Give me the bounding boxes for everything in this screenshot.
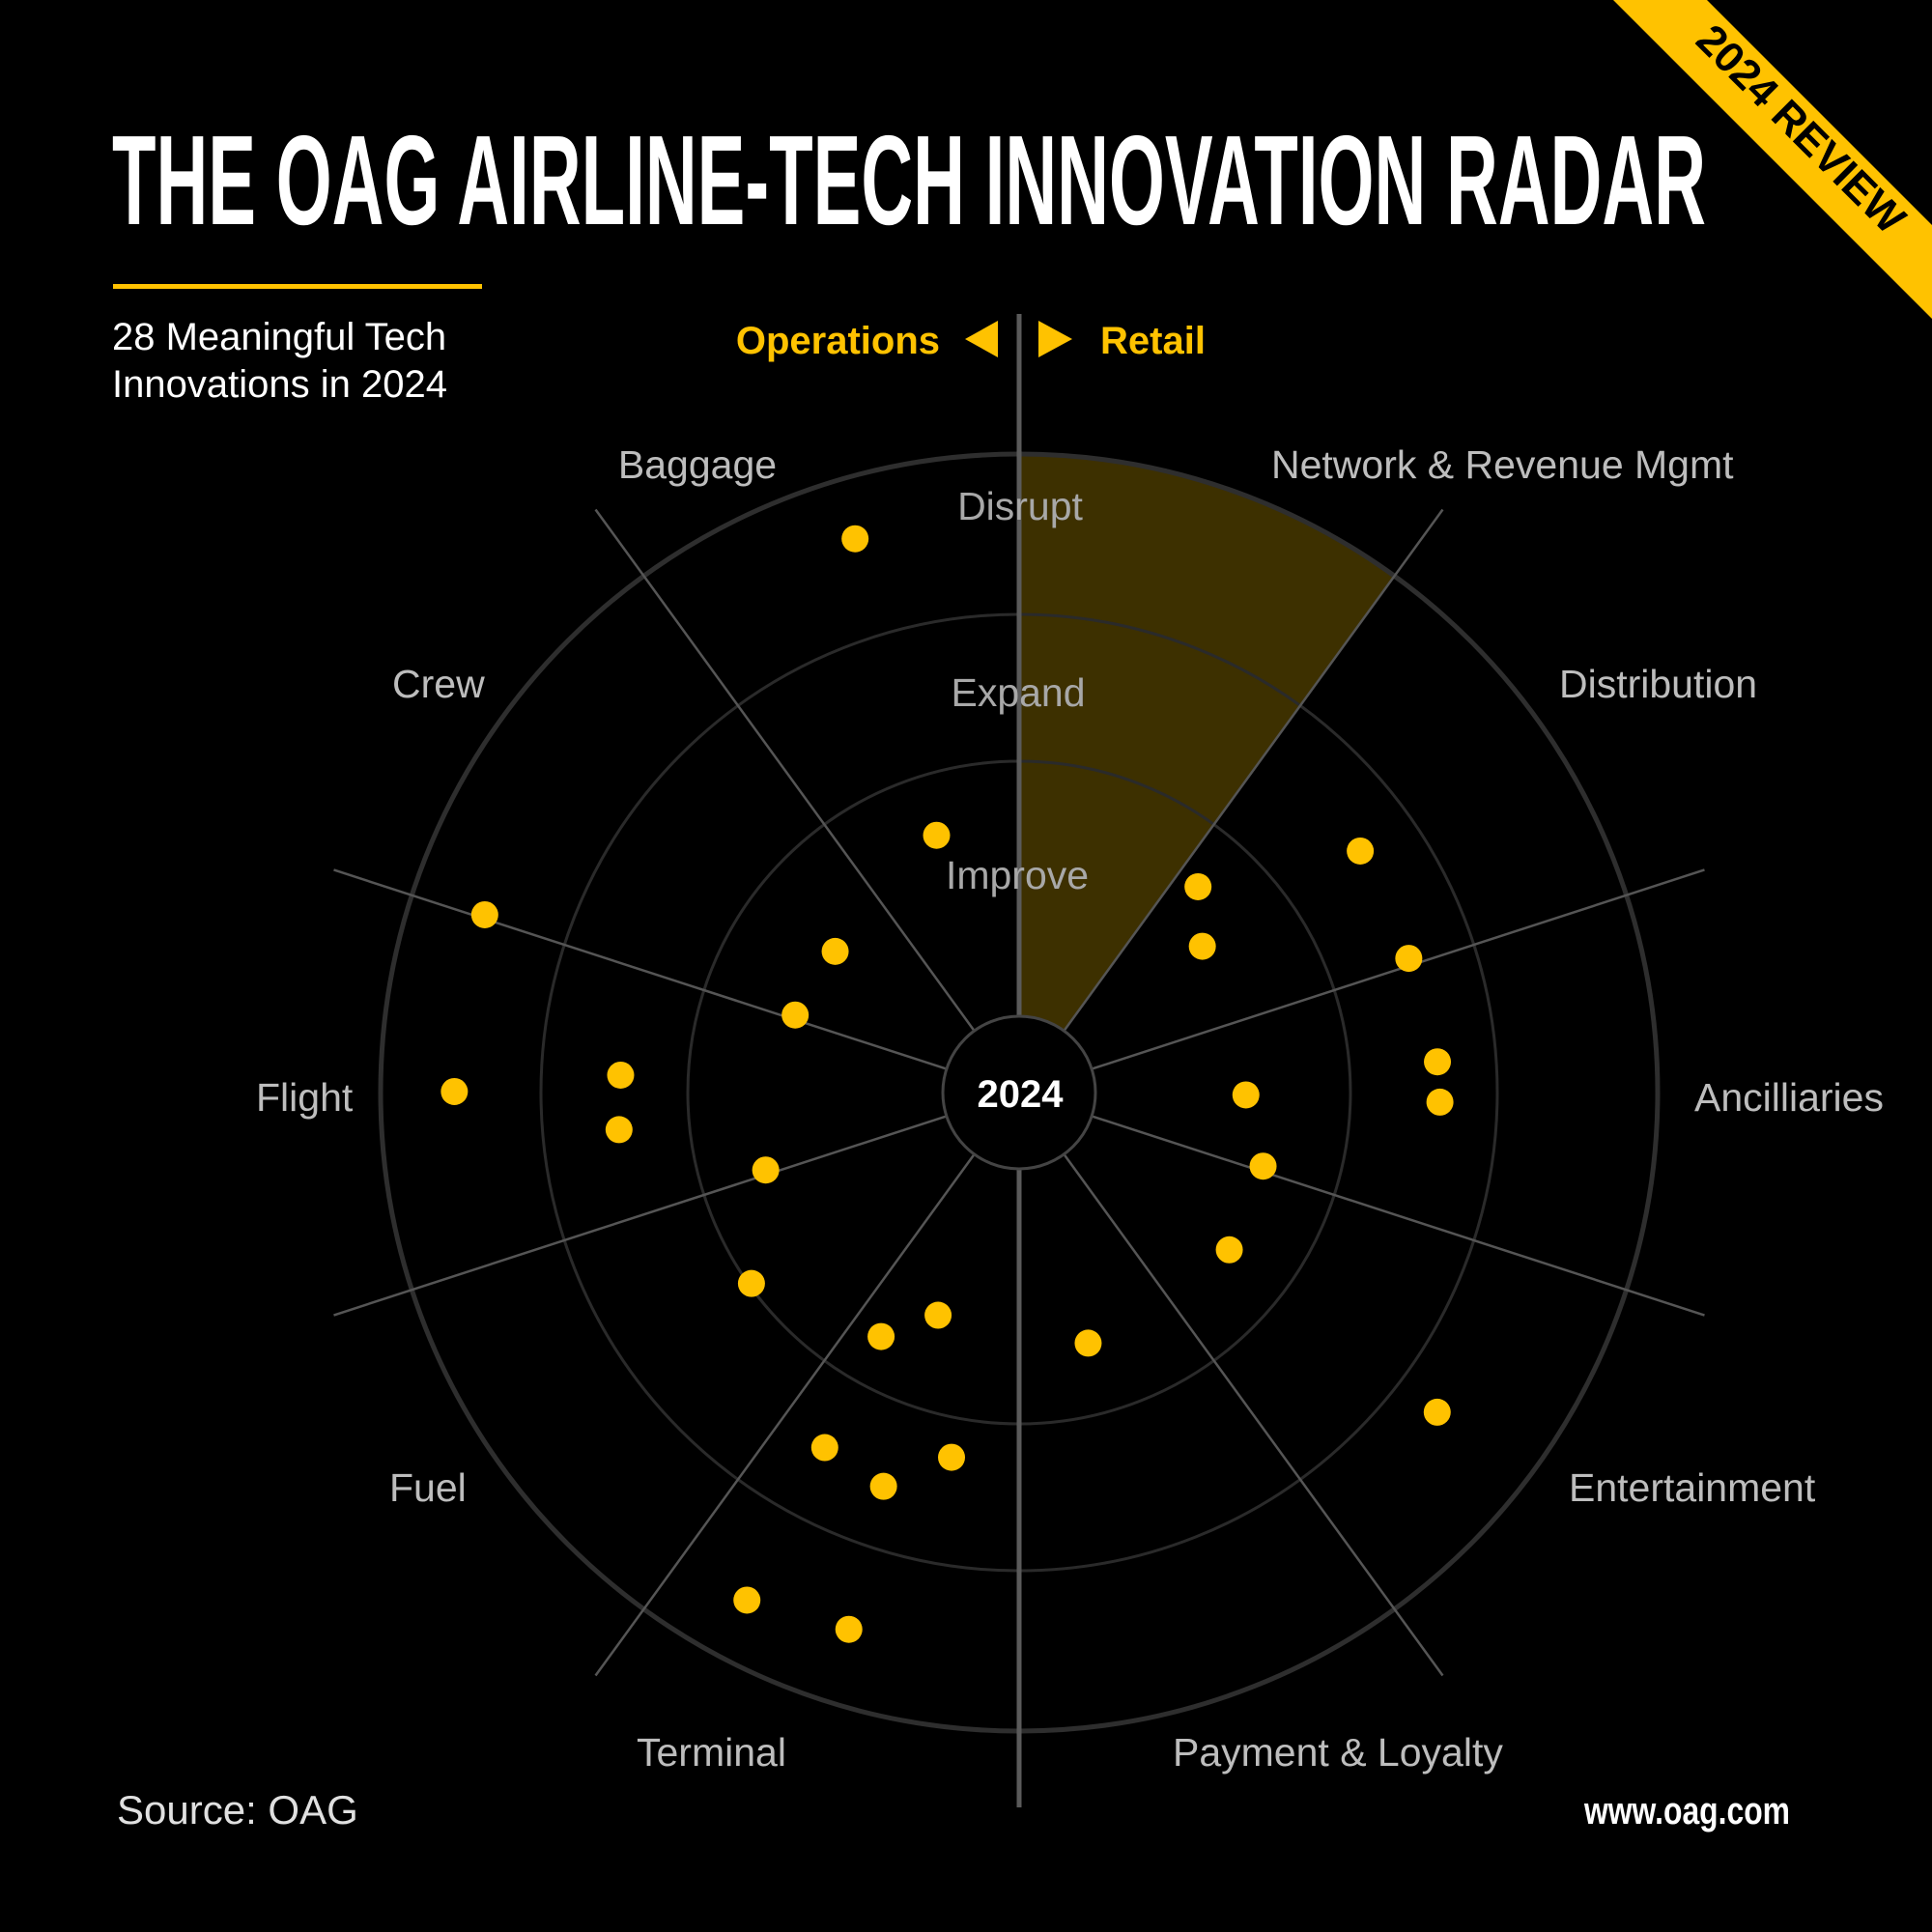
category-label-crew: Crew: [392, 662, 485, 706]
spoke-line: [333, 868, 948, 1070]
center-circle: [941, 1014, 1097, 1171]
innovation-dot[interactable]: [835, 1615, 863, 1643]
innovation-dot[interactable]: [938, 1443, 966, 1471]
center-year-label: 2024: [978, 1073, 1065, 1116]
innovation-dot[interactable]: [923, 821, 951, 849]
innovation-dot[interactable]: [1426, 1088, 1454, 1116]
spoke-line: [1063, 508, 1444, 1032]
title-underline: [113, 284, 482, 289]
category-label-flight: Flight: [256, 1075, 354, 1120]
innovation-dot[interactable]: [470, 900, 498, 928]
arrow-left-icon: [965, 321, 998, 357]
highlight-sector-layer: [1019, 454, 1395, 1032]
innovation-dot[interactable]: [1347, 837, 1375, 865]
spoke-line: [1091, 868, 1705, 1070]
ring-label-expand: Expand: [951, 670, 1085, 715]
ring-label-disrupt: Disrupt: [957, 484, 1083, 528]
operations-label: Operations: [736, 320, 940, 362]
spoke-line: [594, 508, 976, 1032]
innovation-dot[interactable]: [841, 525, 869, 553]
innovation-dot[interactable]: [440, 1077, 469, 1105]
innovation-dot[interactable]: [1184, 872, 1212, 900]
innovation-dot[interactable]: [752, 1156, 780, 1184]
innovation-dot[interactable]: [733, 1586, 761, 1614]
category-label-distribution: Distribution: [1559, 662, 1757, 706]
highlighted-sector: [1019, 454, 1395, 1032]
innovation-dot[interactable]: [1249, 1152, 1277, 1180]
innovation-dot[interactable]: [607, 1061, 635, 1089]
spoke-line: [594, 1153, 976, 1677]
category-label-terminal: Terminal: [637, 1730, 786, 1775]
innovation-dot[interactable]: [781, 1001, 810, 1029]
category-label-baggage: Baggage: [618, 442, 777, 487]
innovation-dot[interactable]: [924, 1301, 952, 1329]
arrow-right-icon: [1038, 321, 1072, 357]
innovation-dot[interactable]: [1423, 1398, 1451, 1426]
spoke-line: [333, 1115, 948, 1317]
innovation-dot[interactable]: [1424, 1048, 1452, 1076]
innovation-dot[interactable]: [869, 1472, 897, 1500]
website-link[interactable]: www.oag.com: [1583, 1790, 1790, 1833]
category-label-payment: Payment & Loyalty: [1173, 1730, 1503, 1775]
category-label-ancilliaries: Ancilliaries: [1694, 1075, 1884, 1120]
spoke-layer: [333, 508, 1705, 1677]
retail-label: Retail: [1100, 320, 1206, 362]
spoke-line: [1091, 1115, 1705, 1317]
page-title: THE OAG AIRLINE-TECH INNOVATION RADAR: [112, 109, 1706, 251]
source-label: Source: OAG: [117, 1787, 358, 1833]
spoke-line: [1063, 1153, 1444, 1677]
innovation-dot[interactable]: [1395, 945, 1423, 973]
innovation-dot[interactable]: [867, 1322, 895, 1350]
innovation-dot[interactable]: [1074, 1329, 1102, 1357]
category-label-fuel: Fuel: [389, 1465, 467, 1510]
innovation-dot[interactable]: [810, 1434, 838, 1462]
innovation-dot[interactable]: [605, 1116, 633, 1144]
innovation-dots: [440, 525, 1454, 1643]
banner-ribbon: [1613, 0, 1932, 319]
ring-label-improve: Improve: [946, 853, 1089, 897]
innovation-dot[interactable]: [1215, 1236, 1243, 1264]
innovation-dot[interactable]: [1188, 932, 1216, 960]
subtitle-line-1: 28 Meaningful Tech: [112, 316, 446, 358]
category-label-entertainment: Entertainment: [1569, 1465, 1816, 1510]
innovation-dot[interactable]: [1232, 1081, 1260, 1109]
innovation-dot[interactable]: [737, 1269, 765, 1297]
innovation-dot[interactable]: [821, 937, 849, 965]
subtitle-line-2: Innovations in 2024: [112, 363, 447, 406]
category-label-network: Network & Revenue Mgmt: [1271, 442, 1734, 487]
